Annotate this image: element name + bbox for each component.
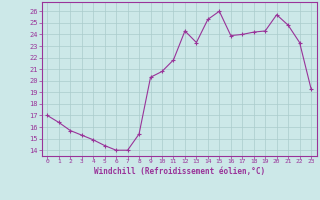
X-axis label: Windchill (Refroidissement éolien,°C): Windchill (Refroidissement éolien,°C) (94, 167, 265, 176)
